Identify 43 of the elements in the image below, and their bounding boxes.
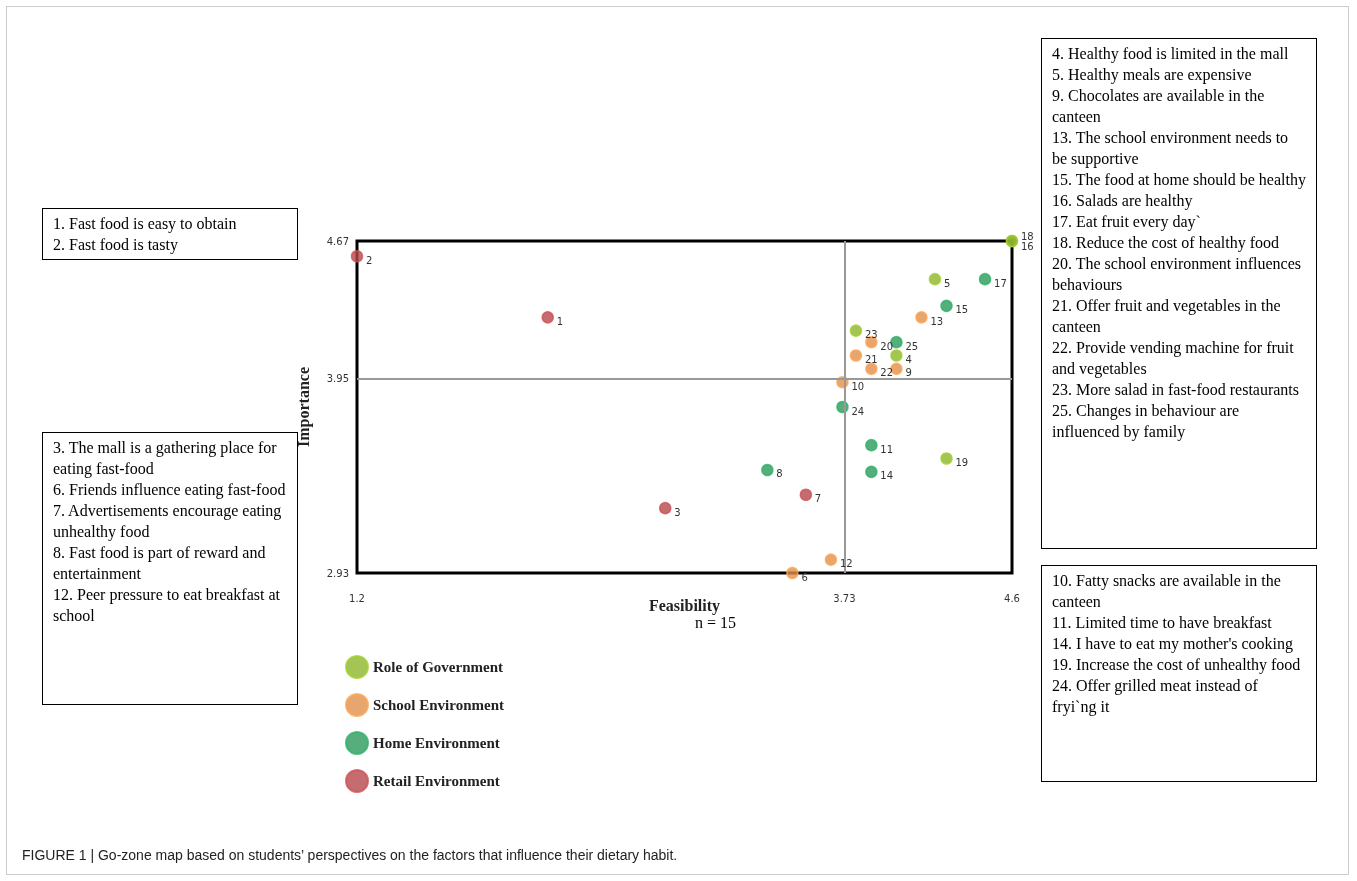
- annotation: 10: [851, 380, 865, 392]
- y-tick-label: 3.95: [326, 372, 349, 384]
- annotation: 5: [943, 277, 951, 289]
- annotation: 1: [556, 315, 564, 327]
- legend-label: Home Environment: [373, 735, 500, 751]
- text: 10. Fatty snacks are available in the canteen 11. Limited time to have breakfast 14. I have to eat my mother's cooking 19. Increase the cost of unhealthy food 24. Offer grilled meat instead of fryi`ng it: [1041, 565, 1317, 782]
- annotation: 21: [864, 353, 878, 365]
- y-tick-label: 4.67: [326, 235, 349, 247]
- y-axis-title: Importance: [294, 367, 313, 447]
- annotation: 4: [905, 353, 912, 365]
- x-tick-label: 1.2: [349, 592, 365, 604]
- text: FIGURE 1 | Go-zone map based on students’ perspectives on the factors that influence their dietary habit.: [22, 847, 678, 863]
- annotation: 11: [880, 443, 894, 455]
- annotation: 25: [905, 340, 919, 352]
- annotation: 7: [814, 493, 822, 505]
- annotation: 17: [994, 277, 1007, 289]
- legend-label: Role of Government: [373, 659, 503, 675]
- annotation: 6: [801, 571, 808, 583]
- annotation: 13: [930, 315, 944, 327]
- text: 3. The mall is a gathering place for eating fast-food 6. Friends influence eating fast-food 7. Advertisements encourage eating unhealthy food 8. Fast food is part of reward and entertainment 12. Peer pressure to eat breakfast at school: [53, 439, 286, 624]
- y-tick-label: 2.93: [326, 567, 349, 579]
- x-tick-label: 4.6: [1004, 592, 1020, 604]
- annotation: 20: [880, 340, 894, 352]
- x-tick-label: 3.73: [833, 592, 856, 604]
- text: 4. Healthy food is limited in the mall 5. Healthy meals are expensive 9. Chocolates are available in the canteen 13. The school environment needs to be supportive 15. The food at home should be healthy 16. Salads are healthy 17. Eat fruit every day` 18. Reduce the cost of healthy food 20. The school environment influences behaviours 21. Offer fruit and vegetables in the canteen 22. Provide vending machine for fruit and vegetables 23. More salad in fast-food restaurants 25. Changes in behaviour are influenced by family: [1052, 45, 1306, 440]
- legend-label: Retail Environment: [373, 773, 500, 789]
- annotation: 16: [1021, 240, 1034, 252]
- x-axis-title: Feasibility: [648, 596, 721, 615]
- text: 1. Fast food is easy to obtain 2. Fast food is tasty: [42, 208, 298, 260]
- annotation: 18: [1021, 230, 1034, 242]
- annotation: 9: [905, 367, 912, 379]
- annotation: 19: [955, 457, 969, 469]
- text: n = 15: [695, 614, 737, 632]
- annotation: 23: [864, 329, 878, 341]
- annotation: 22: [880, 367, 894, 379]
- annotation: 8: [776, 468, 783, 480]
- annotation: 3: [674, 506, 681, 518]
- annotation: 14: [880, 470, 894, 482]
- annotation: 12: [839, 558, 853, 570]
- annotation: 2: [366, 254, 373, 266]
- annotation: 15: [955, 304, 969, 316]
- annotation: 24: [851, 405, 865, 417]
- legend-label: School Environment: [373, 697, 504, 713]
